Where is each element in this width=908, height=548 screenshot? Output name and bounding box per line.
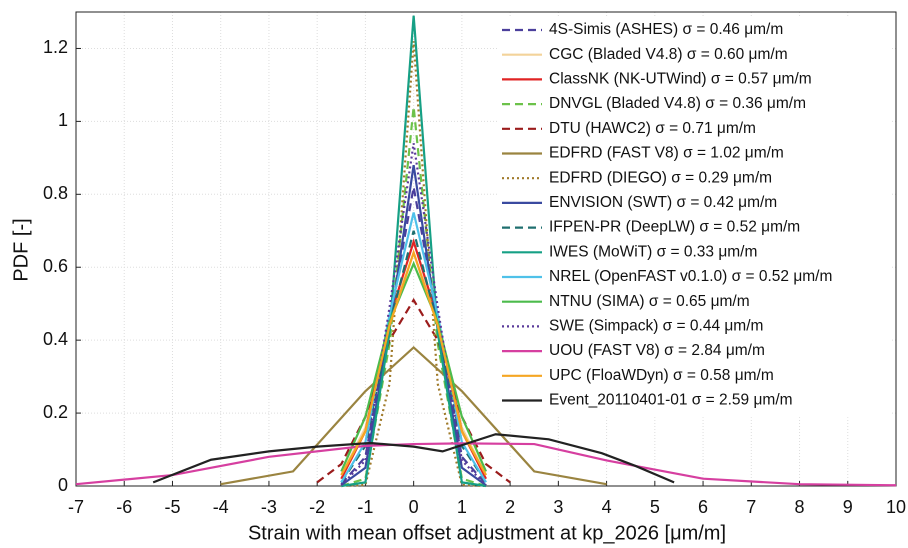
legend-label: EDFRD (FAST V8) σ = 1.02 μm/m <box>549 145 784 162</box>
y-tick-label: 0 <box>58 475 68 495</box>
series-line <box>340 143 487 487</box>
legend-label: Event_20110401-01 σ = 2.59 μm/m <box>549 392 793 409</box>
series-line <box>341 15 487 488</box>
x-tick-label: 6 <box>698 497 708 517</box>
legend-box <box>497 16 892 418</box>
y-tick-label: 0.6 <box>43 256 68 276</box>
x-tick-label: 3 <box>553 497 563 517</box>
y-tick-label: 0.4 <box>43 329 68 349</box>
x-tick-label: 10 <box>886 497 906 517</box>
x-tick-label: -7 <box>68 497 84 517</box>
y-tick-label: 1 <box>58 110 68 130</box>
legend-label: UOU (FAST V8) σ = 2.84 μm/m <box>549 342 765 359</box>
x-tick-label: 2 <box>505 497 515 517</box>
legend-label: NTNU (SIMA) σ = 0.65 μm/m <box>549 293 750 310</box>
series-line <box>340 164 487 487</box>
y-tick-label: 0.2 <box>43 402 68 422</box>
x-tick-label: 9 <box>843 497 853 517</box>
series-line <box>340 260 488 472</box>
legend: 4S-Simis (ASHES) σ = 0.46 μm/m CGC (Blade… <box>497 16 892 418</box>
series-line <box>75 442 897 487</box>
legend-label: UPC (FloaWDyn) σ = 0.58 μm/m <box>549 367 774 384</box>
series-line <box>341 41 487 488</box>
x-tick-label: 7 <box>746 497 756 517</box>
x-tick-label: -4 <box>213 497 229 517</box>
series-line <box>316 297 511 484</box>
legend-label: IWES (MoWiT) σ = 0.33 μm/m <box>549 243 757 260</box>
legend-label: 4S-Simis (ASHES) σ = 0.46 μm/m <box>549 21 783 38</box>
legend-label: EDFRD (DIEGO) σ = 0.29 μm/m <box>549 169 772 186</box>
x-tick-label: -5 <box>164 497 180 517</box>
x-tick-label: 4 <box>602 497 612 517</box>
legend-label: IFPEN-PR (DeepLW) σ = 0.52 μm/m <box>549 219 800 236</box>
x-tick-label: 5 <box>650 497 660 517</box>
y-axis-label: PDF [-] <box>10 218 32 281</box>
x-tick-label: -3 <box>261 497 277 517</box>
y-tick-label: 1.2 <box>43 37 68 57</box>
legend-label: SWE (Simpack) σ = 0.44 μm/m <box>549 317 763 334</box>
legend-label: ENVISION (SWT) σ = 0.42 μm/m <box>549 194 777 211</box>
legend-label: ClassNK (NK-UTWind) σ = 0.57 μm/m <box>549 70 812 87</box>
x-tick-label: 8 <box>795 497 805 517</box>
legend-label: DTU (HAWC2) σ = 0.71 μm/m <box>549 120 756 137</box>
y-tick-label: 0.8 <box>43 183 68 203</box>
x-tick-label: -2 <box>309 497 325 517</box>
legend-label: CGC (Bladed V4.8) σ = 0.60 μm/m <box>549 46 788 63</box>
x-tick-label: -6 <box>116 497 132 517</box>
x-tick-label: 1 <box>457 497 467 517</box>
x-axis-label: Strain with mean offset adjustment at kp… <box>248 522 726 544</box>
series-line <box>220 345 607 486</box>
x-tick-label: 0 <box>409 497 419 517</box>
x-tick-label: -1 <box>357 497 373 517</box>
series-line <box>152 433 675 484</box>
series-line <box>340 249 487 476</box>
legend-label: NREL (OpenFAST v0.1.0) σ = 0.52 μm/m <box>549 268 832 285</box>
legend-label: DNVGL (Bladed V4.8) σ = 0.36 μm/m <box>549 95 806 112</box>
